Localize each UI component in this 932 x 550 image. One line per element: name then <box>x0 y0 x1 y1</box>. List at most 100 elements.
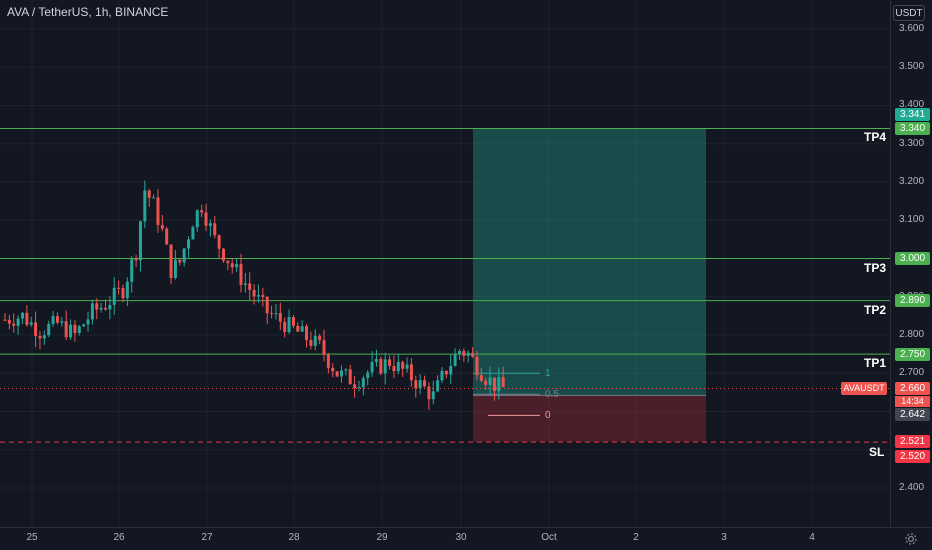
candle-body <box>444 370 448 375</box>
price-tick: 3.400 <box>899 99 925 110</box>
candle-body <box>55 316 59 323</box>
candle-body <box>12 323 16 326</box>
candle-body <box>117 287 121 289</box>
candle-body <box>20 312 24 319</box>
time-tick: 2 <box>633 532 639 543</box>
candle-body <box>121 288 125 299</box>
candle-body <box>125 281 129 299</box>
candle-body <box>484 380 488 385</box>
candle-body <box>388 359 392 367</box>
candle-body <box>152 197 156 199</box>
candle-body <box>60 321 64 323</box>
candle-body <box>82 324 86 327</box>
candle-body <box>178 259 182 263</box>
candle-body <box>479 375 483 381</box>
candle-body <box>47 324 51 336</box>
candle-body <box>73 324 77 334</box>
candle-body <box>405 364 409 369</box>
candle-body <box>169 244 173 278</box>
candle-body <box>453 354 457 366</box>
fib-label-0: 0 <box>545 410 551 421</box>
candle-body <box>366 372 370 379</box>
candle-body <box>138 221 142 261</box>
candle-body <box>243 283 247 285</box>
candle-body <box>208 223 212 226</box>
candle-body <box>427 386 431 400</box>
tp4-price-label: 3.340 <box>895 122 930 135</box>
position-zones <box>473 128 706 442</box>
price-tick: 3.200 <box>899 176 925 187</box>
candle-body <box>401 361 405 369</box>
candle-body <box>182 248 186 263</box>
candle-body <box>69 324 73 338</box>
level-lines <box>0 127 890 443</box>
candles <box>3 180 505 410</box>
candle-body <box>191 227 195 240</box>
candle-body <box>357 387 361 389</box>
candle-body <box>475 356 479 376</box>
candle-body <box>326 354 330 368</box>
fib-lines <box>473 372 540 416</box>
gear-icon[interactable] <box>904 532 918 546</box>
target-zone[interactable] <box>473 128 706 396</box>
candle-body <box>248 283 252 290</box>
candle-body <box>25 312 29 325</box>
candle-body <box>436 380 440 392</box>
candle-body <box>383 359 387 374</box>
candle-body <box>471 352 475 357</box>
candle-body <box>90 303 94 320</box>
candle-body <box>213 223 217 236</box>
candle-body <box>492 377 496 392</box>
candle-body <box>344 369 348 371</box>
candle-body <box>300 326 304 332</box>
price-tick: 2.700 <box>899 367 925 378</box>
candle-body <box>130 259 134 282</box>
time-tick: 29 <box>376 532 388 543</box>
stop-price-label: 2.521 <box>895 435 930 448</box>
time-tick: 27 <box>201 532 213 543</box>
candle-body <box>165 228 169 245</box>
candle-body <box>51 316 55 325</box>
candle-body <box>42 335 46 339</box>
chart-grid <box>0 0 890 527</box>
time-tick: 4 <box>809 532 815 543</box>
candle-body <box>156 197 160 225</box>
candle-body <box>440 370 444 381</box>
candle-body <box>339 370 343 377</box>
candle-body <box>414 380 418 389</box>
candle-body <box>501 377 505 388</box>
candle-body <box>497 377 501 392</box>
symbol-price-tag: AVAUSDT <box>841 382 887 395</box>
candle-body <box>160 224 164 229</box>
bar-countdown: 14:34 <box>895 396 930 407</box>
symbol-title[interactable]: AVA / TetherUS, 1h, BINANCE <box>7 5 169 19</box>
candle-body <box>95 303 99 310</box>
candle-body <box>226 260 230 264</box>
time-tick: 3 <box>721 532 727 543</box>
tp4-label: TP4 <box>864 130 887 144</box>
currency-badge[interactable]: USDT <box>893 5 925 21</box>
fib-label-1: 1 <box>545 368 551 379</box>
candle-body <box>147 190 151 198</box>
candle-body <box>134 259 138 261</box>
candle-body <box>77 326 81 334</box>
candle-body <box>488 377 492 385</box>
candle-body <box>64 321 68 338</box>
candle-body <box>309 339 313 346</box>
candle-body <box>331 367 335 372</box>
tp2-label: TP2 <box>864 303 887 317</box>
sl-price-label: 2.520 <box>895 450 930 463</box>
candle-body <box>466 352 470 356</box>
stop-zone[interactable] <box>473 395 706 442</box>
candle-body <box>370 362 374 373</box>
candle-body <box>318 335 322 341</box>
time-tick: 28 <box>288 532 300 543</box>
candle-body <box>217 235 221 249</box>
price-tick: 3.500 <box>899 61 925 72</box>
candle-body <box>353 384 357 389</box>
price-tick: 3.300 <box>899 138 925 149</box>
price-axis-separator <box>890 0 891 527</box>
candle-body <box>418 380 422 389</box>
candle-body <box>423 380 427 387</box>
